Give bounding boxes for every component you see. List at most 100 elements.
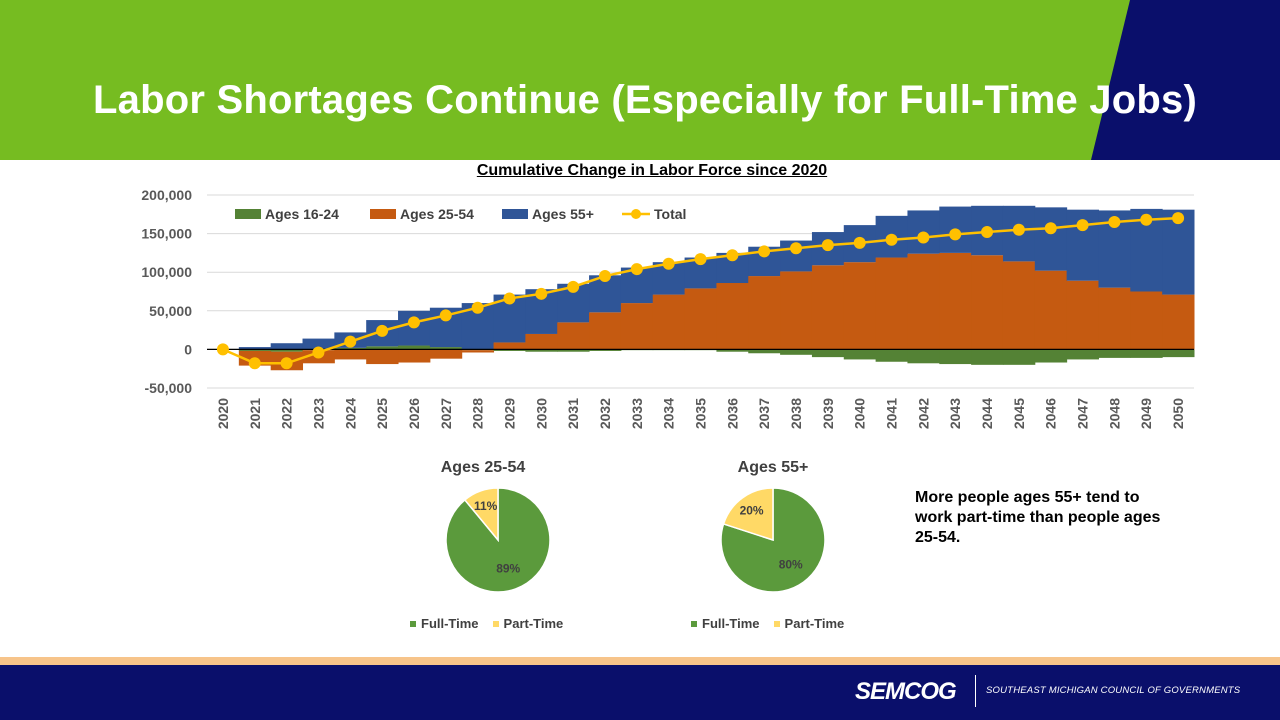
x-tick-label: 2041 [884,398,900,429]
area-segment [939,252,972,350]
legend-swatch [631,209,641,219]
area-segment [843,349,877,360]
chart-title: Cumulative Change in Labor Force since 2… [476,162,828,179]
total-point [694,253,707,266]
pie-data-label: 11% [474,499,498,513]
pie-title-25-54: Ages 25-54 [440,459,526,476]
x-tick-label: 2031 [565,398,581,429]
area-segment [1066,349,1099,360]
total-point [1076,219,1089,232]
legend-item: Part-Time [492,616,563,631]
legend-swatch [691,620,697,627]
x-tick-label: 2046 [1043,398,1059,429]
area-segment [334,347,367,350]
total-point [1140,213,1153,226]
area-segment [1130,291,1163,350]
area-segment [748,276,781,350]
area-segment [493,349,526,351]
x-tick-label: 2023 [310,398,326,429]
area-segment [238,347,272,350]
total-point [758,245,771,258]
x-tick-label: 2043 [947,398,963,429]
area-segment [429,347,463,350]
x-tick-label: 2038 [788,398,804,429]
area-segment [907,253,940,350]
note-text: More people ages 55+ tend to work part-t… [915,489,1161,546]
total-point [598,270,611,283]
total-point [630,263,643,276]
area-segment [1002,349,1036,365]
x-tick-label: 2022 [279,398,295,429]
area-segment [238,349,272,351]
area-segment [811,265,845,350]
x-tick-label: 2048 [1106,398,1122,429]
area-segment [1066,280,1099,350]
area-segment [461,350,495,353]
total-point [853,236,866,249]
footer-bar [0,665,1280,720]
x-tick-label: 2032 [597,398,613,429]
total-point [662,257,675,270]
area-segment [302,338,335,350]
x-tick-label: 2039 [820,398,836,429]
legend-swatch [773,620,780,627]
total-point [885,233,898,246]
footer-divider [975,675,976,707]
total-point [981,226,994,239]
y-tick-label: 0 [184,341,192,357]
legend-label: Part-Time [784,616,845,631]
pie-slice [720,487,826,593]
area-segment [875,257,908,350]
legend-label: Ages 55+ [532,206,594,222]
area-segment [366,349,399,365]
total-point [790,242,803,255]
total-point [1044,222,1057,235]
area-segment [748,349,781,354]
pie-data-label: 89% [496,561,520,575]
x-tick-label: 2040 [852,398,868,429]
area-segment [780,271,813,350]
x-tick-label: 2045 [1011,398,1027,429]
total-point [535,287,548,300]
area-segment [971,349,1004,365]
area-segment [1130,349,1163,358]
total-point [216,343,229,356]
x-tick-label: 2020 [215,398,231,429]
area-segment [620,303,654,350]
total-point [1108,216,1121,229]
area-segment [1162,294,1195,350]
y-tick-label: 50,000 [149,303,192,319]
area-segment [525,349,558,352]
total-point [567,280,580,293]
title-banner [0,0,1280,160]
area-segment [1002,261,1036,350]
legend-item: Full-Time [691,616,760,631]
x-tick-label: 2027 [438,398,454,429]
area-segment [939,349,972,365]
x-tick-label: 2034 [661,398,677,429]
area-segment [398,349,431,363]
total-point [344,335,357,348]
area-segment [493,342,526,350]
pie-title-55-plus: Ages 55+ [737,459,809,476]
pie-chart-25-54: 89% 11% [445,487,551,593]
area-segment [1162,349,1195,358]
area-segment [907,349,940,364]
legend-label: Ages 16-24 [265,206,339,222]
x-tick-label: 2047 [1075,398,1091,429]
legend-swatch [410,620,416,627]
x-tick-label: 2037 [756,398,772,429]
area-segment [1034,207,1068,271]
area-segment [652,294,686,350]
area-segment [429,349,463,359]
pie-legend-55-plus: Full-Time Part-Time [691,616,844,631]
total-point [376,324,389,337]
total-point [312,346,325,359]
legend-label: Full-Time [702,616,760,631]
x-tick-label: 2021 [247,398,263,429]
area-segment [589,349,622,351]
area-segment [366,346,399,350]
legend-label: Full-Time [421,616,479,631]
total-point [1172,212,1185,225]
labor-force-chart: -50,000 0 50,000 100,000 150,000 200,000 2020 2… [141,187,1195,429]
